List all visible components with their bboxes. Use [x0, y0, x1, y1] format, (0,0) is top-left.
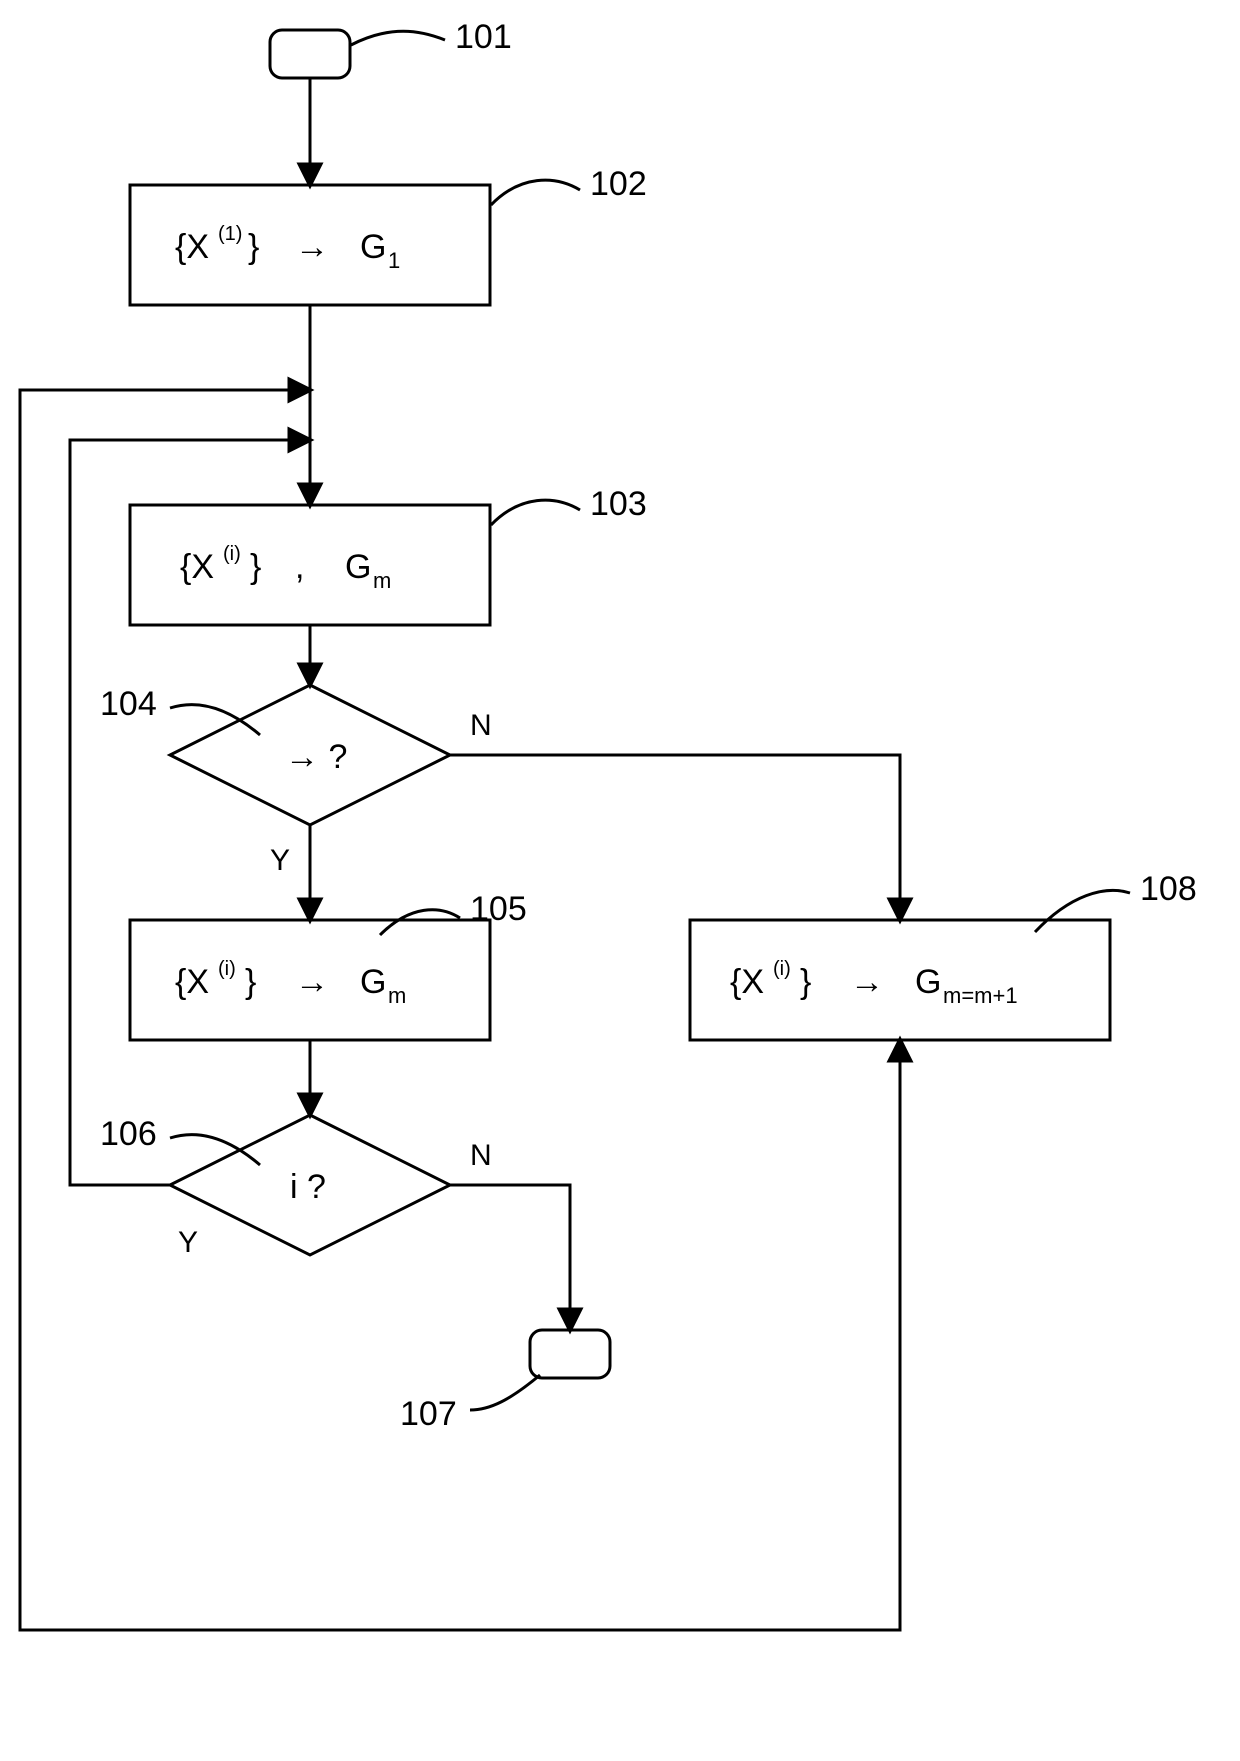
label-104: → ?	[285, 738, 347, 776]
svg-text:{X: {X	[730, 963, 764, 1001]
ref-105: 105	[470, 890, 527, 928]
leader-102	[491, 180, 580, 205]
svg-text:m: m	[388, 983, 406, 1008]
svg-text:→: →	[295, 963, 329, 1001]
node-start	[270, 30, 350, 78]
svg-text:{X: {X	[175, 963, 209, 1001]
svg-text:→: →	[295, 228, 329, 266]
leader-103	[491, 500, 580, 525]
svg-text:(i): (i)	[218, 958, 236, 980]
svg-text:}: }	[800, 963, 811, 1001]
ref-103: 103	[590, 485, 647, 523]
ref-108: 108	[1140, 870, 1197, 908]
ref-101: 101	[455, 18, 512, 56]
leader-107	[470, 1375, 540, 1410]
svg-text:G: G	[915, 963, 941, 1001]
ann-106-Y: Y	[178, 1226, 198, 1259]
svg-text:(i): (i)	[223, 543, 241, 565]
svg-text:}: }	[245, 963, 256, 1001]
svg-text:{X: {X	[175, 228, 209, 266]
ann-106-N: N	[470, 1139, 492, 1172]
ref-107: 107	[400, 1395, 457, 1433]
svg-text:G: G	[345, 548, 371, 586]
leader-101	[351, 31, 445, 45]
svg-text:,: ,	[295, 548, 304, 586]
svg-text:G: G	[360, 963, 386, 1001]
label-106: i ?	[290, 1168, 326, 1206]
svg-text:1: 1	[388, 248, 400, 273]
svg-text:m: m	[373, 568, 391, 593]
svg-text:}: }	[250, 548, 261, 586]
flowchart: {X (1) } → G 1 {X (i) } , G m → ? {X (i)…	[0, 0, 1240, 1761]
svg-text:(1): (1)	[218, 223, 242, 245]
node-end	[530, 1330, 610, 1378]
ref-104: 104	[100, 685, 157, 723]
svg-text:(i): (i)	[773, 958, 791, 980]
edge-106-end	[450, 1185, 570, 1330]
ref-106: 106	[100, 1115, 157, 1153]
svg-text:G: G	[360, 228, 386, 266]
ann-104-Y: Y	[270, 844, 290, 877]
svg-text:{X: {X	[180, 548, 214, 586]
ann-104-N: N	[470, 709, 492, 742]
svg-text:}: }	[248, 228, 259, 266]
ref-102: 102	[590, 165, 647, 203]
svg-text:→: →	[850, 963, 884, 1001]
svg-text:m=m+1: m=m+1	[943, 983, 1018, 1008]
